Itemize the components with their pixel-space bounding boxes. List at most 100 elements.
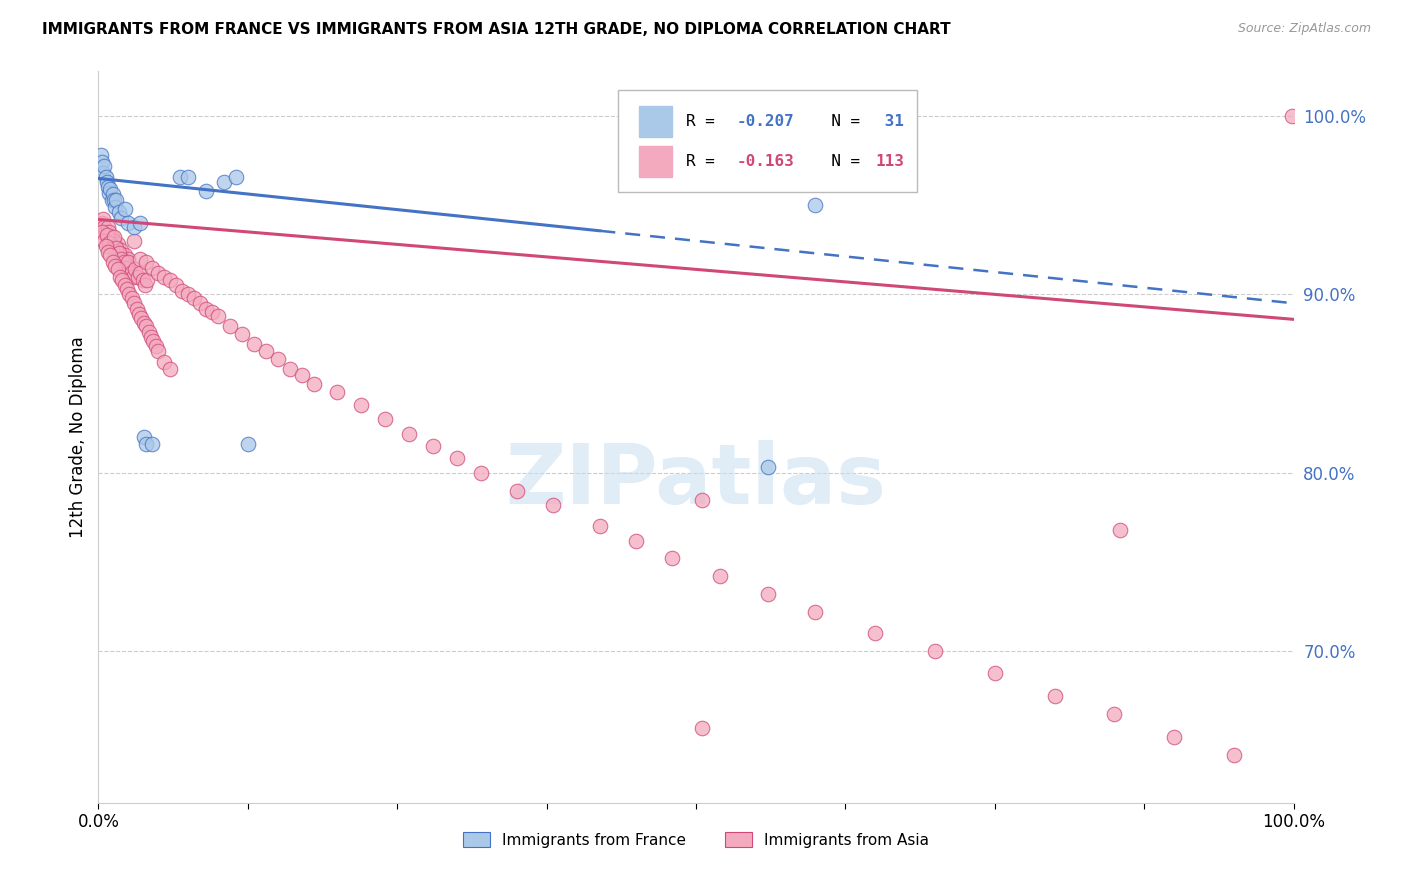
Text: Source: ZipAtlas.com: Source: ZipAtlas.com — [1237, 22, 1371, 36]
Point — [117, 216, 139, 230]
Point — [132, 430, 155, 444]
Point — [107, 244, 129, 259]
Point — [984, 665, 1007, 680]
Point — [103, 193, 125, 207]
Point — [98, 235, 121, 250]
Point — [172, 284, 194, 298]
Point — [93, 219, 115, 234]
Point — [804, 605, 827, 619]
Point — [97, 244, 120, 259]
Point — [422, 439, 444, 453]
Point — [142, 334, 165, 348]
Point — [111, 252, 134, 266]
Text: -0.207: -0.207 — [737, 114, 794, 129]
Point — [135, 319, 157, 334]
Point — [804, 198, 827, 212]
Point — [115, 255, 138, 269]
Point — [108, 269, 131, 284]
Point — [145, 339, 167, 353]
Text: ZIPatlas: ZIPatlas — [506, 441, 886, 522]
Point — [709, 569, 731, 583]
Point — [98, 186, 121, 200]
Point — [188, 296, 211, 310]
Text: 31: 31 — [876, 114, 904, 129]
Text: N =: N = — [811, 114, 870, 129]
Point — [112, 255, 135, 269]
Point — [98, 182, 122, 196]
Point — [135, 255, 157, 269]
FancyBboxPatch shape — [619, 90, 917, 192]
Point — [96, 175, 118, 189]
Point — [219, 319, 242, 334]
Point — [118, 287, 141, 301]
Bar — [638, 106, 672, 137]
Point — [138, 325, 160, 339]
Point — [148, 266, 170, 280]
Point — [120, 266, 142, 280]
Point — [112, 255, 135, 269]
Point — [122, 269, 145, 284]
Point — [110, 243, 132, 257]
Point — [124, 219, 146, 234]
Point — [100, 230, 122, 244]
Point — [110, 211, 132, 225]
Point — [129, 216, 152, 230]
Point — [94, 169, 117, 184]
Point — [98, 225, 121, 239]
Point — [177, 287, 200, 301]
Point — [326, 385, 349, 400]
Point — [100, 193, 122, 207]
Point — [104, 239, 127, 253]
Point — [1281, 109, 1303, 123]
Point — [177, 169, 200, 184]
Point — [446, 451, 468, 466]
Point — [97, 180, 120, 194]
Point — [115, 259, 138, 273]
Point — [1163, 730, 1185, 744]
Point — [626, 533, 648, 548]
Point — [94, 225, 117, 239]
Point — [267, 351, 290, 366]
Point — [589, 519, 612, 533]
Point — [231, 326, 253, 341]
Point — [1104, 706, 1126, 721]
Point — [93, 234, 115, 248]
Point — [169, 169, 191, 184]
Text: 113: 113 — [876, 154, 904, 169]
Point — [661, 551, 683, 566]
Point — [135, 437, 157, 451]
Point — [506, 483, 529, 498]
Point — [96, 228, 118, 243]
Point — [207, 309, 229, 323]
Point — [100, 241, 122, 255]
Point — [107, 262, 129, 277]
Point — [131, 273, 153, 287]
Point — [108, 248, 131, 262]
Point — [195, 184, 218, 198]
Point — [105, 193, 128, 207]
Point — [101, 255, 124, 269]
Point — [91, 166, 114, 180]
Point — [124, 296, 146, 310]
Point — [865, 626, 887, 640]
Text: -0.163: -0.163 — [737, 154, 794, 169]
Text: IMMIGRANTS FROM FRANCE VS IMMIGRANTS FROM ASIA 12TH GRADE, NO DIPLOMA CORRELATIO: IMMIGRANTS FROM FRANCE VS IMMIGRANTS FRO… — [42, 22, 950, 37]
Point — [125, 301, 148, 316]
Point — [165, 278, 187, 293]
Point — [129, 266, 152, 280]
Text: N =: N = — [811, 154, 870, 169]
Point — [117, 255, 139, 269]
Point — [139, 330, 162, 344]
Point — [114, 248, 136, 262]
Point — [131, 310, 153, 325]
Point — [114, 278, 136, 293]
Point — [104, 259, 127, 273]
Point — [159, 362, 181, 376]
Point — [107, 246, 129, 260]
Point — [756, 460, 779, 475]
Point — [470, 466, 492, 480]
Point — [195, 301, 218, 316]
Point — [690, 492, 713, 507]
Bar — [638, 146, 672, 178]
Point — [1043, 689, 1066, 703]
